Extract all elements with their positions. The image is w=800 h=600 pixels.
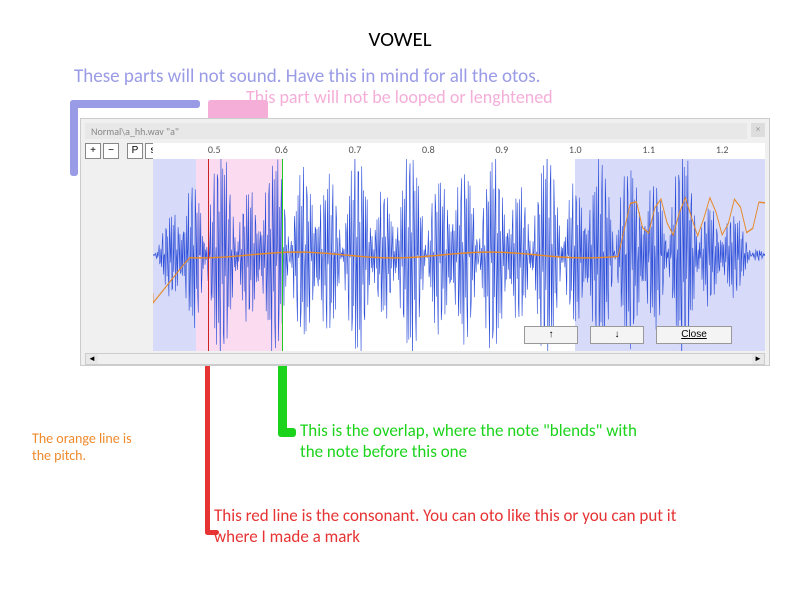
ruler-tick: 0.8	[422, 143, 435, 156]
waveform-area: 0.5 0.6 0.7 0.8 0.9 1.0 1.1 1.2	[153, 143, 765, 351]
page-title: VOWEL	[0, 26, 800, 52]
scroll-right-icon[interactable]: ►	[752, 354, 764, 364]
time-ruler: 0.5 0.6 0.7 0.8 0.9 1.0 1.1 1.2	[153, 143, 765, 159]
connector-consonant-h	[205, 530, 219, 535]
ruler-tick: 0.9	[495, 143, 508, 156]
p-button[interactable]: P	[127, 143, 143, 159]
scroll-left-icon[interactable]: ◄	[86, 354, 98, 364]
zoom-out-button[interactable]: −	[103, 143, 119, 159]
down-button[interactable]: ↓	[590, 326, 644, 344]
bracket-noloop-h	[208, 100, 268, 120]
bracket-silent-v	[70, 100, 78, 176]
bottom-button-row: ↑ ↓ Close	[524, 326, 732, 596]
ruler-tick: 0.6	[275, 143, 288, 156]
ruler-tick: 0.5	[208, 143, 221, 156]
ruler-tick: 0.7	[349, 143, 362, 156]
connector-overlap-h	[278, 428, 296, 437]
marker-red[interactable]	[208, 159, 209, 351]
annotation-pitch-line: The orange line is the pitch.	[32, 430, 152, 464]
bracket-silent-h	[70, 100, 200, 108]
waveform-canvas[interactable]	[153, 159, 765, 351]
close-icon[interactable]: ×	[751, 123, 765, 137]
waveform-svg	[153, 159, 765, 351]
close-button[interactable]: Close	[656, 326, 732, 344]
ruler-tick: 1.0	[569, 143, 582, 156]
zoom-in-button[interactable]: +	[85, 143, 101, 159]
annotation-silent-parts: These parts will not sound. Have this in…	[74, 65, 540, 88]
annotation-no-loop: This part will not be looped or lenghten…	[246, 86, 553, 108]
marker-green[interactable]	[282, 159, 283, 351]
file-path-label: Normal\a_hh.wav "a"	[85, 123, 747, 139]
up-button[interactable]: ↑	[524, 326, 578, 344]
zoom-button-row: + − P s	[85, 143, 161, 159]
ruler-tick: 1.1	[642, 143, 655, 156]
ruler-tick: 1.2	[716, 143, 729, 156]
